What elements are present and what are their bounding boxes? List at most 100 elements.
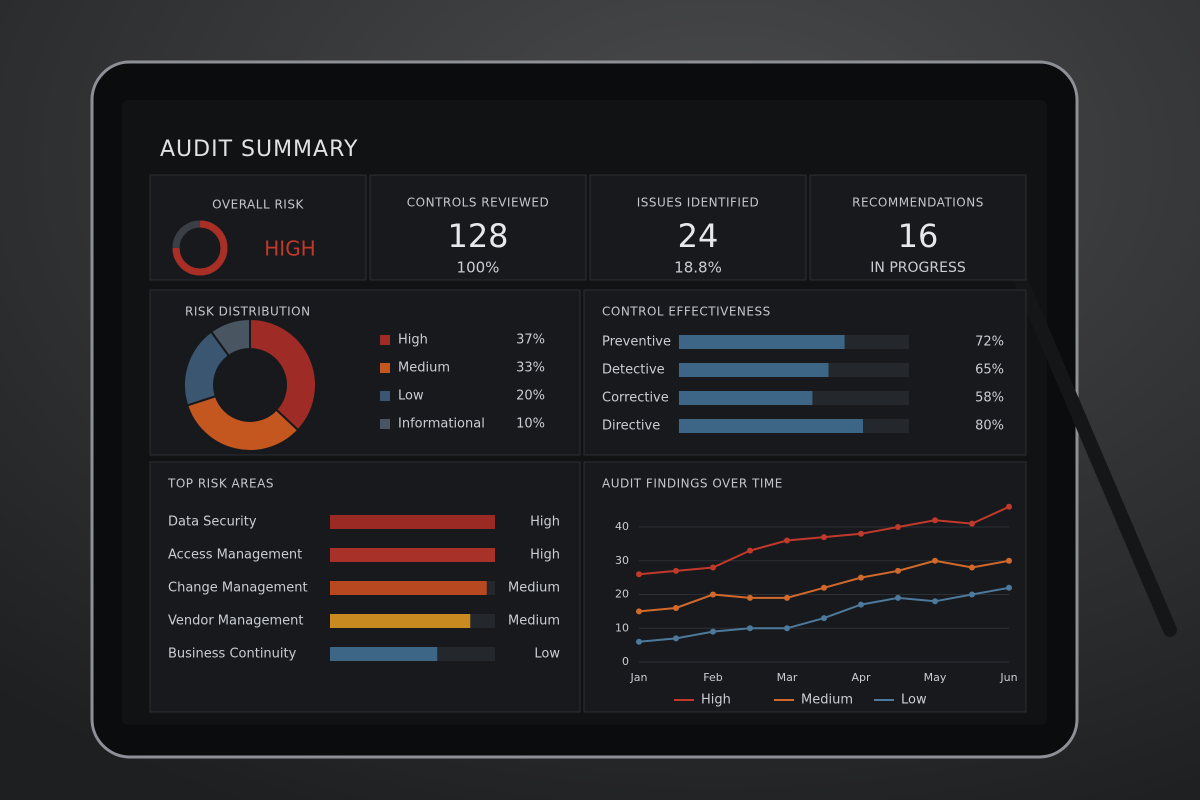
line-point	[710, 564, 716, 571]
y-tick-label: 0	[622, 655, 629, 668]
line-point	[969, 591, 975, 598]
risk-gauge-arc	[172, 220, 228, 276]
kpi-detail: 18.8%	[674, 259, 722, 277]
bar	[330, 515, 495, 529]
x-tick-label: Feb	[703, 671, 722, 684]
legend-label: Medium	[398, 361, 450, 376]
kpi-detail: 100%	[457, 259, 500, 277]
y-tick-label: 10	[615, 621, 629, 634]
kpi-value: 128	[447, 217, 508, 255]
legend-swatch	[380, 363, 390, 373]
legend-label: High	[398, 333, 428, 348]
x-tick-label: Mar	[777, 671, 798, 684]
panel-title: RISK DISTRIBUTION	[185, 305, 311, 319]
x-tick-label: Jan	[630, 671, 648, 684]
line-point	[784, 594, 790, 601]
bar-label: Preventive	[602, 335, 671, 350]
legend-swatch	[380, 335, 390, 345]
x-tick-label: May	[924, 671, 947, 684]
line-point	[858, 601, 864, 608]
bar-label: Business Continuity	[168, 647, 297, 662]
value-label: 10%	[516, 417, 545, 432]
line-point	[895, 567, 901, 574]
legend-label: High	[701, 693, 731, 708]
pie-slice	[209, 317, 251, 358]
bar	[679, 419, 863, 433]
legend-label: Medium	[801, 693, 853, 708]
bar-label: Access Management	[168, 548, 302, 563]
kpi-label: RECOMMENDATIONS	[852, 196, 984, 210]
rating-label: Low	[534, 647, 560, 662]
rating-label: Medium	[508, 614, 560, 629]
bar	[330, 548, 495, 562]
line-point	[636, 571, 642, 578]
value-label: 58%	[975, 391, 1004, 406]
line-point	[673, 635, 679, 642]
panel-title: AUDIT FINDINGS OVER TIME	[602, 477, 783, 491]
kpi-label: ISSUES IDENTIFIED	[637, 196, 760, 210]
panel-title: CONTROL EFFECTIVENESS	[602, 305, 771, 319]
value-label: 80%	[975, 419, 1004, 434]
legend-label: Low	[398, 389, 424, 404]
rating-label: Medium	[508, 581, 560, 596]
pie-slice	[185, 394, 300, 452]
kpi-value: 24	[678, 217, 719, 255]
line-point	[895, 524, 901, 530]
line-point	[710, 628, 716, 635]
y-tick-label: 30	[615, 554, 629, 567]
line-point	[1006, 584, 1012, 591]
bar-label: Vendor Management	[168, 614, 303, 629]
line-point	[1006, 503, 1012, 510]
bar	[679, 335, 845, 349]
line-point	[673, 567, 679, 574]
panel-title: TOP RISK AREAS	[167, 477, 274, 491]
panel	[583, 461, 1027, 713]
rating-label: High	[530, 548, 560, 563]
line-point	[636, 608, 642, 615]
stylus	[1003, 248, 1177, 637]
line-point	[710, 591, 716, 598]
bar	[330, 581, 487, 595]
line-point	[932, 557, 938, 564]
bar	[330, 647, 438, 661]
line-point	[969, 520, 975, 527]
y-tick-label: 20	[615, 588, 629, 601]
bar-label: Change Management	[168, 581, 308, 596]
dashboard-title: AUDIT SUMMARY	[160, 137, 358, 162]
line-point	[673, 605, 679, 611]
legend-label: Informational	[398, 417, 485, 432]
y-tick-label: 40	[615, 520, 629, 533]
line-point	[858, 574, 864, 581]
line-point	[784, 625, 790, 632]
value-label: 20%	[516, 389, 545, 404]
line-point	[747, 594, 753, 601]
line-point	[784, 537, 790, 544]
value-label: 65%	[975, 363, 1004, 378]
line-point	[969, 564, 975, 571]
pie-slice	[249, 317, 317, 432]
x-tick-label: Apr	[851, 671, 871, 684]
line-point	[932, 598, 938, 605]
line-point	[636, 638, 642, 645]
kpi-card	[589, 174, 807, 281]
kpi-label: CONTROLS REVIEWED	[407, 196, 549, 210]
bar-label: Corrective	[602, 391, 669, 406]
kpi-value: 16	[898, 217, 939, 255]
kpi-value: HIGH	[264, 237, 315, 261]
x-tick-label: Jun	[999, 671, 1017, 684]
kpi-card	[809, 174, 1027, 281]
line-point	[747, 547, 753, 554]
line-point	[821, 584, 827, 591]
value-label: 72%	[975, 335, 1004, 350]
bar	[679, 391, 813, 405]
kpi-label: OVERALL RISK	[212, 198, 304, 212]
legend-swatch	[380, 419, 390, 429]
line-point	[932, 517, 938, 524]
bar-label: Directive	[602, 419, 660, 434]
line-point	[747, 625, 753, 632]
line-point	[895, 594, 901, 601]
line-point	[858, 530, 864, 537]
bar-label: Data Security	[168, 515, 257, 530]
bar	[679, 363, 829, 377]
